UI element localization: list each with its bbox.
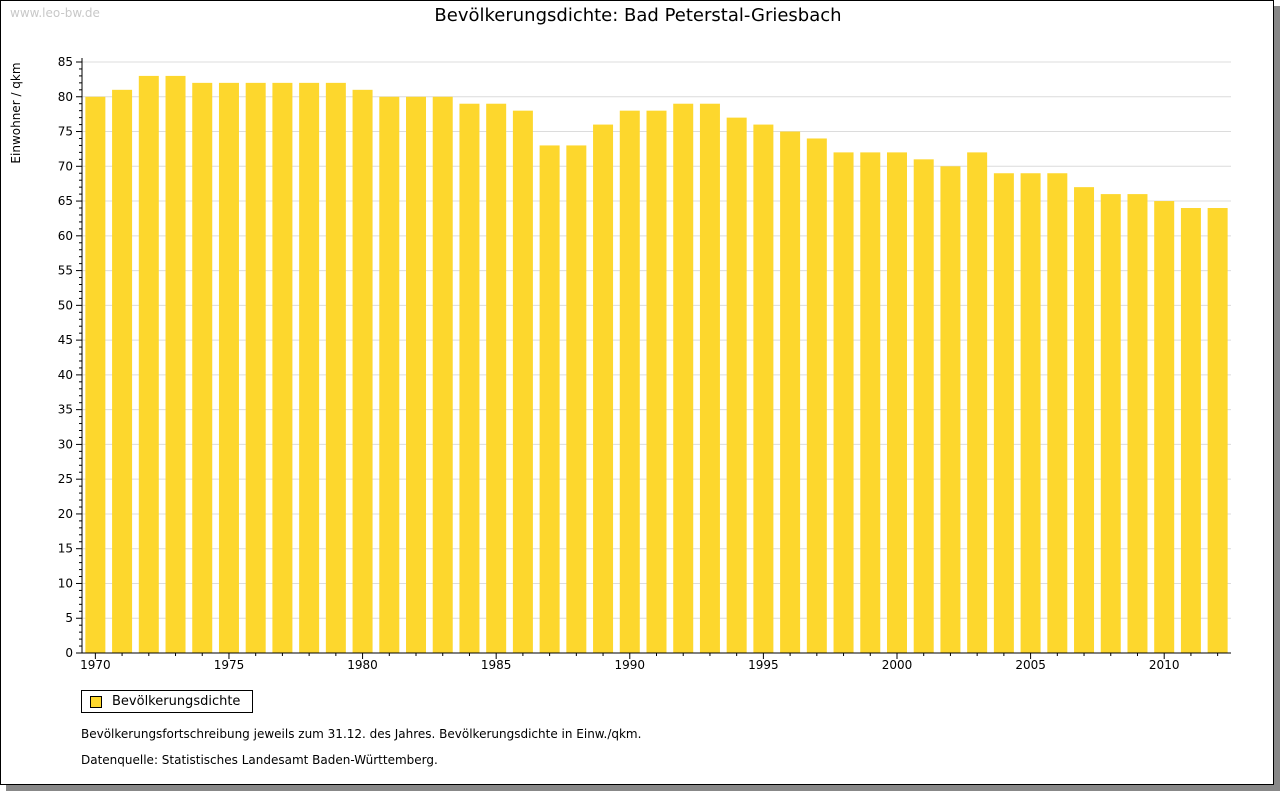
x-tick-label: 1990 <box>615 658 646 672</box>
bar-1985 <box>486 103 507 653</box>
bar-1992 <box>673 103 694 653</box>
bar-1971 <box>112 89 133 653</box>
x-tick-label: 1985 <box>481 658 512 672</box>
bar-2006 <box>1047 173 1068 653</box>
x-tick-label: 1970 <box>80 658 111 672</box>
bar-2007 <box>1074 187 1095 653</box>
y-tick-label: 30 <box>58 437 73 451</box>
bar-1983 <box>432 96 453 653</box>
legend: Bevölkerungsdichte <box>81 690 254 713</box>
y-tick-label: 55 <box>58 264 73 278</box>
bar-1988 <box>566 145 587 653</box>
bar-1973 <box>165 75 186 653</box>
bar-1977 <box>272 82 293 653</box>
x-tick-label: 1995 <box>748 658 779 672</box>
bar-1999 <box>860 152 881 653</box>
bar-2005 <box>1020 173 1041 653</box>
y-tick-label: 70 <box>58 159 73 173</box>
bar-2004 <box>993 173 1014 653</box>
bar-1976 <box>245 82 266 653</box>
bar-1990 <box>619 110 640 653</box>
bar-1974 <box>192 82 213 653</box>
y-tick-label: 15 <box>58 542 73 556</box>
y-tick-label: 65 <box>58 194 73 208</box>
y-tick-label: 85 <box>58 55 73 69</box>
bar-2010 <box>1154 201 1175 653</box>
y-tick-label: 10 <box>58 576 73 590</box>
x-tick-label: 2005 <box>1015 658 1046 672</box>
bar-1972 <box>138 75 159 653</box>
x-tick-label: 1980 <box>347 658 378 672</box>
bar-1979 <box>325 82 346 653</box>
bar-1997 <box>806 138 827 653</box>
bar-1984 <box>459 103 480 653</box>
bar-2002 <box>940 166 961 653</box>
bar-1981 <box>379 96 400 653</box>
watermark: www.leo-bw.de <box>10 6 100 20</box>
y-tick-label: 35 <box>58 403 73 417</box>
bar-1987 <box>539 145 560 653</box>
y-tick-label: 50 <box>58 298 73 312</box>
plot-area: 0 5 10 15 20 25 30 35 40 45 50 55 60 65 70 75 80 85 1970 19… <box>58 55 1231 672</box>
y-tick-label: 75 <box>58 125 73 139</box>
bar-2011 <box>1180 208 1201 653</box>
bar-2001 <box>913 159 934 653</box>
y-tick-label: 5 <box>65 611 73 625</box>
legend-swatch <box>90 695 102 708</box>
x-tick-label: 2010 <box>1149 658 1180 672</box>
bar-1982 <box>406 96 427 653</box>
bar-2012 <box>1207 208 1228 653</box>
bar-2003 <box>967 152 988 653</box>
bar-1970 <box>85 96 106 653</box>
bar-2000 <box>886 152 907 653</box>
bar-1989 <box>593 124 614 653</box>
bar-2008 <box>1100 194 1121 653</box>
bar-1978 <box>299 82 320 653</box>
bar-2009 <box>1127 194 1148 653</box>
y-tick-label: 45 <box>58 333 73 347</box>
bar-1995 <box>753 124 774 653</box>
bar-1993 <box>699 103 720 653</box>
note-1: Bevölkerungsfortschreibung jeweils zum 3… <box>81 727 642 741</box>
y-tick-label: 0 <box>65 646 73 660</box>
bar-1998 <box>833 152 854 653</box>
legend-label: Bevölkerungsdichte <box>112 694 241 709</box>
bar-1994 <box>726 117 747 653</box>
x-tick-label: 1975 <box>214 658 245 672</box>
bar-1996 <box>780 131 801 653</box>
chart-title: Bevölkerungsdichte: Bad Peterstal-Griesb… <box>434 5 842 26</box>
bar-1980 <box>352 89 373 653</box>
y-tick-label: 25 <box>58 472 73 486</box>
bar-1991 <box>646 110 667 653</box>
bar-1975 <box>218 82 239 653</box>
y-tick-label: 40 <box>58 368 73 382</box>
y-tick-label: 20 <box>58 507 73 521</box>
note-2: Datenquelle: Statistisches Landesamt Bad… <box>81 753 438 767</box>
y-tick-label: 60 <box>58 229 73 243</box>
bar-1986 <box>512 110 533 653</box>
y-tick-label: 80 <box>58 90 73 104</box>
x-tick-label: 2000 <box>882 658 913 672</box>
